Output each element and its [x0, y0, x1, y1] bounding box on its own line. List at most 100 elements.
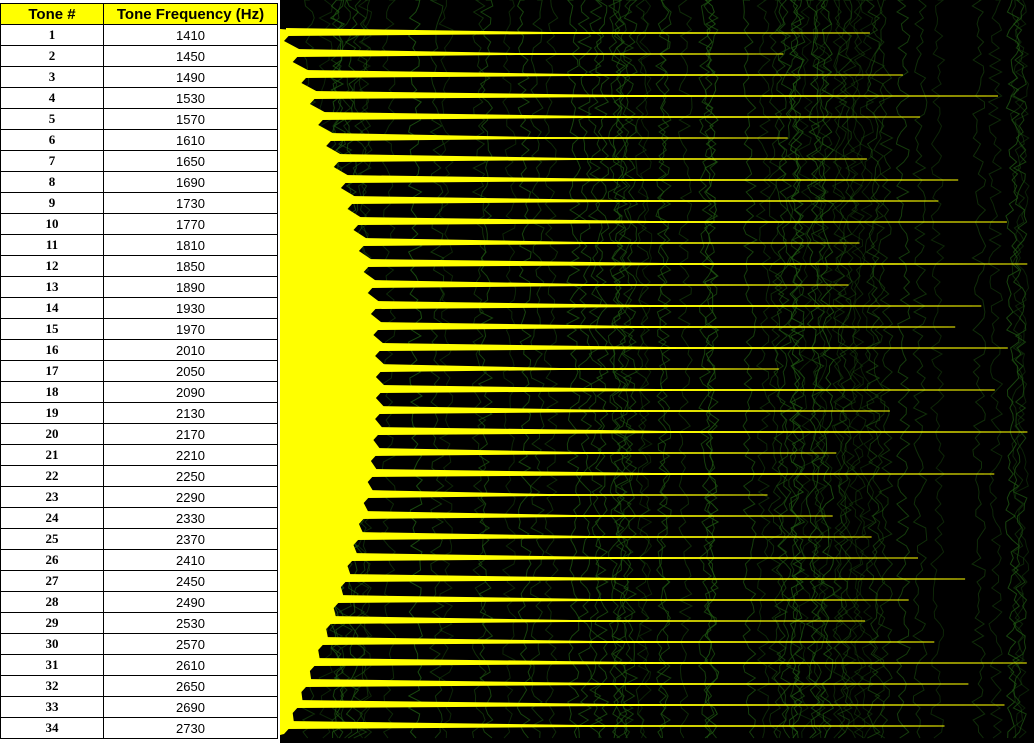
tone-number-cell: 23 [0, 486, 104, 508]
table-row: 19 2130 [0, 402, 278, 424]
table-row: 27 2450 [0, 570, 278, 592]
tone-frequency-cell: 1810 [103, 234, 278, 256]
table-row: 30 2570 [0, 633, 278, 655]
tone-trace-27 [342, 574, 966, 582]
background-trace [635, 0, 651, 739]
tone-frequency-cell: 1450 [103, 45, 278, 67]
tone-trace-31 [311, 658, 1027, 666]
tone-trace-12 [365, 259, 1028, 267]
tone-number-cell: 18 [0, 381, 104, 403]
table-row: 31 2610 [0, 654, 278, 676]
background-trace [697, 0, 714, 739]
tone-number-cell: 9 [0, 192, 104, 214]
table-row: 6 1610 [0, 129, 278, 151]
tone-frequency-cell: 1610 [103, 129, 278, 151]
tone-number-cell: 8 [0, 171, 104, 193]
tone-frequency-cell: 1770 [103, 213, 278, 235]
table-row: 8 1690 [0, 171, 278, 193]
table-row: 4 1530 [0, 87, 278, 109]
background-trace [777, 0, 793, 739]
tone-number-cell: 33 [0, 696, 104, 718]
tone-number-cell: 20 [0, 423, 104, 445]
tone-frequency-cell: 2610 [103, 654, 278, 676]
background-trace [895, 0, 911, 739]
tone-number-cell: 31 [0, 654, 104, 676]
background-trace [593, 0, 610, 739]
tone-number-cell: 7 [0, 150, 104, 172]
tone-number-cell: 3 [0, 66, 104, 88]
tone-frequency-cell: 1930 [103, 297, 278, 319]
background-trace [848, 0, 864, 738]
table-row: 33 2690 [0, 696, 278, 718]
tone-trace-30 [320, 637, 935, 645]
background-trace [810, 0, 827, 739]
background-trace [677, 0, 694, 739]
tone-trace-22 [369, 469, 995, 477]
tone-number-cell: 24 [0, 507, 104, 529]
tone-number-cell: 28 [0, 591, 104, 613]
tone-frequency-cell: 2330 [103, 507, 278, 529]
tone-frequency-cell: 1530 [103, 87, 278, 109]
background-trace [767, 0, 783, 739]
table-row: 12 1850 [0, 255, 278, 277]
table-header-row: Tone # Tone Frequency (Hz) [0, 3, 278, 25]
table-row: 26 2410 [0, 549, 278, 571]
background-trace [805, 0, 822, 739]
background-trace [786, 0, 801, 739]
tone-trace-17 [377, 364, 779, 372]
tone-number-cell: 30 [0, 633, 104, 655]
background-trace [878, 0, 894, 739]
tone-frequency-cell: 1890 [103, 276, 278, 298]
background-trace [742, 0, 758, 739]
tone-frequency-cell: 2290 [103, 486, 278, 508]
background-trace [703, 0, 719, 739]
table-row: 3 1490 [0, 66, 278, 88]
table-row: 22 2250 [0, 465, 278, 487]
background-trace [842, 0, 858, 739]
tone-trace-7 [335, 154, 867, 162]
tone-traces [280, 28, 1028, 735]
tone-frequency-table: Tone # Tone Frequency (Hz) 1 1410 2 1450 3 14… [0, 3, 278, 739]
tone-trace-14 [372, 301, 982, 309]
table-row: 13 1890 [0, 276, 278, 298]
background-trace [851, 0, 867, 739]
table-row: 34 2730 [0, 717, 278, 739]
tone-frequency-cell: 2370 [103, 528, 278, 550]
tone-frequency-cell: 1690 [103, 171, 278, 193]
table-row: 1 1410 [0, 24, 278, 46]
column-header-frequency: Tone Frequency (Hz) [103, 3, 278, 25]
background-trace [811, 0, 827, 739]
tone-frequency-cell: 2530 [103, 612, 278, 634]
tone-trace-11 [360, 238, 860, 246]
tone-frequency-cell: 2570 [103, 633, 278, 655]
tone-trace-16 [377, 343, 1008, 351]
tone-number-cell: 15 [0, 318, 104, 340]
background-trace [864, 0, 881, 739]
tone-frequency-cell: 1650 [103, 150, 278, 172]
tone-frequency-cell: 2690 [103, 696, 278, 718]
tone-frequency-cell: 2730 [103, 717, 278, 739]
tone-number-cell: 34 [0, 717, 104, 739]
table-row: 17 2050 [0, 360, 278, 382]
tone-trace-1 [286, 28, 870, 36]
background-trace [622, 0, 639, 739]
tone-trace-4 [311, 91, 998, 99]
background-trace [836, 0, 853, 739]
table-body: 1 1410 2 1450 3 1490 4 1530 5 1570 6 1610 7 1650 8 1690… [0, 24, 278, 739]
tone-number-cell: 5 [0, 108, 104, 130]
tone-trace-8 [342, 175, 959, 183]
background-trace [912, 0, 928, 739]
tone-frequency-cell: 2130 [103, 402, 278, 424]
table-row: 28 2490 [0, 591, 278, 613]
background-trace [773, 0, 789, 739]
background-trace [613, 0, 629, 739]
tone-frequency-cell: 2250 [103, 465, 278, 487]
table-row: 7 1650 [0, 150, 278, 172]
tone-trace-32 [303, 679, 969, 687]
tone-number-cell: 13 [0, 276, 104, 298]
tone-trace-18 [377, 385, 995, 393]
table-row: 15 1970 [0, 318, 278, 340]
background-trace [654, 0, 671, 739]
tone-envelope-edge [280, 29, 386, 735]
background-trace [637, 0, 653, 739]
